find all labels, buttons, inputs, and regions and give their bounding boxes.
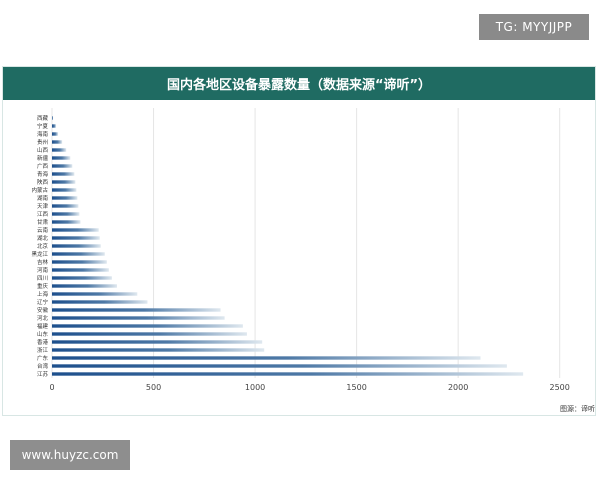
category-label: 广西: [37, 162, 49, 170]
watermark-bottom: www.huyzc.com: [10, 440, 130, 470]
category-label: 安徽: [37, 306, 49, 314]
bar-山东: [52, 332, 247, 336]
x-tick-label: 0: [49, 383, 54, 392]
bar-台湾: [52, 364, 507, 368]
bar-西藏: [52, 116, 54, 120]
category-label: 山东: [37, 330, 49, 338]
bar-江苏: [52, 372, 524, 376]
category-label: 重庆: [37, 282, 49, 290]
x-tick-label: 2000: [448, 383, 468, 392]
bar-青海: [52, 172, 75, 176]
category-label: 河北: [37, 314, 49, 322]
bar-新疆: [52, 156, 71, 160]
x-tick-label: 1000: [245, 383, 265, 392]
bars: [52, 116, 524, 376]
x-tick-label: 2500: [550, 383, 570, 392]
x-tick-label: 500: [146, 383, 161, 392]
category-labels: 西藏宁夏海南贵州山西新疆广西青海陕西内蒙古湖南天津江西甘肃云南湖北北京黑龙江吉林…: [31, 114, 48, 378]
category-label: 浙江: [37, 346, 49, 354]
category-label: 黑龙江: [31, 250, 48, 258]
category-label: 北京: [37, 242, 49, 250]
bar-云南: [52, 228, 99, 232]
bar-山西: [52, 148, 67, 152]
bar-宁夏: [52, 124, 57, 128]
bar-四川: [52, 276, 112, 280]
category-label: 宁夏: [37, 122, 49, 130]
category-label: 天津: [37, 203, 49, 210]
category-label: 江西: [37, 211, 49, 218]
source-note: 图源：谛听: [560, 405, 595, 413]
category-label: 河南: [37, 266, 49, 274]
bar-江西: [52, 212, 80, 216]
bar-天津: [52, 204, 79, 208]
bar-湖南: [52, 196, 78, 200]
bar-内蒙古: [52, 188, 77, 192]
category-label: 山西: [37, 146, 49, 154]
bar-广东: [52, 356, 481, 360]
bar-贵州: [52, 140, 63, 144]
bar-上海: [52, 292, 138, 296]
bar-湖北: [52, 236, 100, 240]
category-label: 台湾: [37, 362, 49, 370]
bar-广西: [52, 164, 73, 168]
category-label: 广东: [37, 354, 49, 362]
bar-黑龙江: [52, 252, 105, 256]
category-label: 青海: [37, 170, 49, 178]
category-label: 贵州: [37, 138, 48, 146]
watermark-top: TG: MYYJJPP: [479, 14, 589, 40]
bar-河北: [52, 316, 225, 320]
bar-重庆: [52, 284, 117, 288]
gridlines: [51, 108, 561, 378]
bar-甘肃: [52, 220, 81, 224]
bar-浙江: [52, 348, 265, 352]
category-label: 内蒙古: [31, 186, 48, 194]
x-tick-label: 1500: [346, 383, 366, 392]
category-label: 吉林: [37, 258, 49, 266]
category-label: 香港: [37, 338, 49, 346]
bar-安徽: [52, 308, 221, 312]
category-label: 四川: [37, 275, 48, 282]
category-label: 西藏: [37, 114, 49, 122]
category-label: 湖北: [37, 234, 49, 242]
category-label: 新疆: [37, 154, 49, 162]
chart-title: 国内各地区设备暴露数量（数据来源“谛听”）: [3, 67, 595, 100]
category-label: 甘肃: [37, 218, 49, 226]
category-label: 湖南: [37, 194, 49, 202]
category-label: 云南: [37, 226, 49, 234]
x-tick-labels: 0 500 1000 1500 2000 2500: [49, 383, 569, 392]
bar-河南: [52, 268, 109, 272]
bar-海南: [52, 132, 59, 136]
bar-北京: [52, 244, 101, 248]
bar-香港: [52, 340, 263, 344]
category-label: 辽宁: [37, 298, 49, 306]
category-label: 福建: [37, 322, 49, 330]
category-label: 陕西: [37, 178, 49, 186]
category-label: 上海: [37, 290, 49, 298]
bar-chart: 西藏宁夏海南贵州山西新疆广西青海陕西内蒙古湖南天津江西甘肃云南湖北北京黑龙江吉林…: [31, 108, 570, 392]
bar-辽宁: [52, 300, 148, 304]
bar-吉林: [52, 260, 107, 264]
category-label: 海南: [37, 130, 49, 138]
category-label: 江苏: [37, 370, 49, 378]
bar-陕西: [52, 180, 76, 184]
bar-福建: [52, 324, 243, 328]
